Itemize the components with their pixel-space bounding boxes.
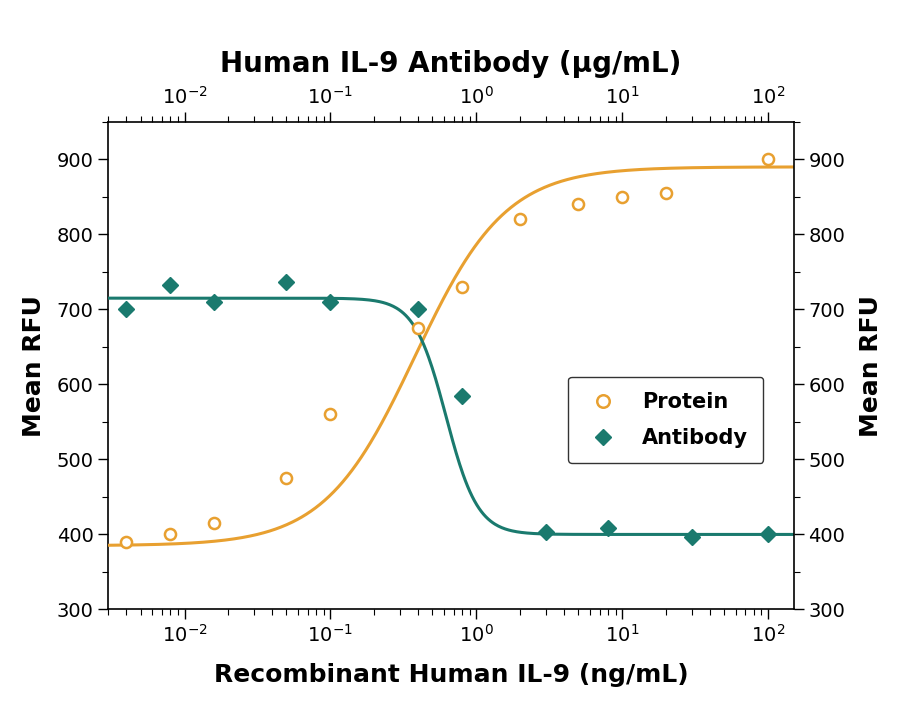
X-axis label: Recombinant Human IL-9 (ng/mL): Recombinant Human IL-9 (ng/mL) <box>214 663 688 687</box>
Y-axis label: Mean RFU: Mean RFU <box>860 295 883 437</box>
Legend: Protein, Antibody: Protein, Antibody <box>568 376 763 463</box>
Y-axis label: Mean RFU: Mean RFU <box>22 295 45 437</box>
X-axis label: Human IL-9 Antibody (μg/mL): Human IL-9 Antibody (μg/mL) <box>220 49 682 77</box>
